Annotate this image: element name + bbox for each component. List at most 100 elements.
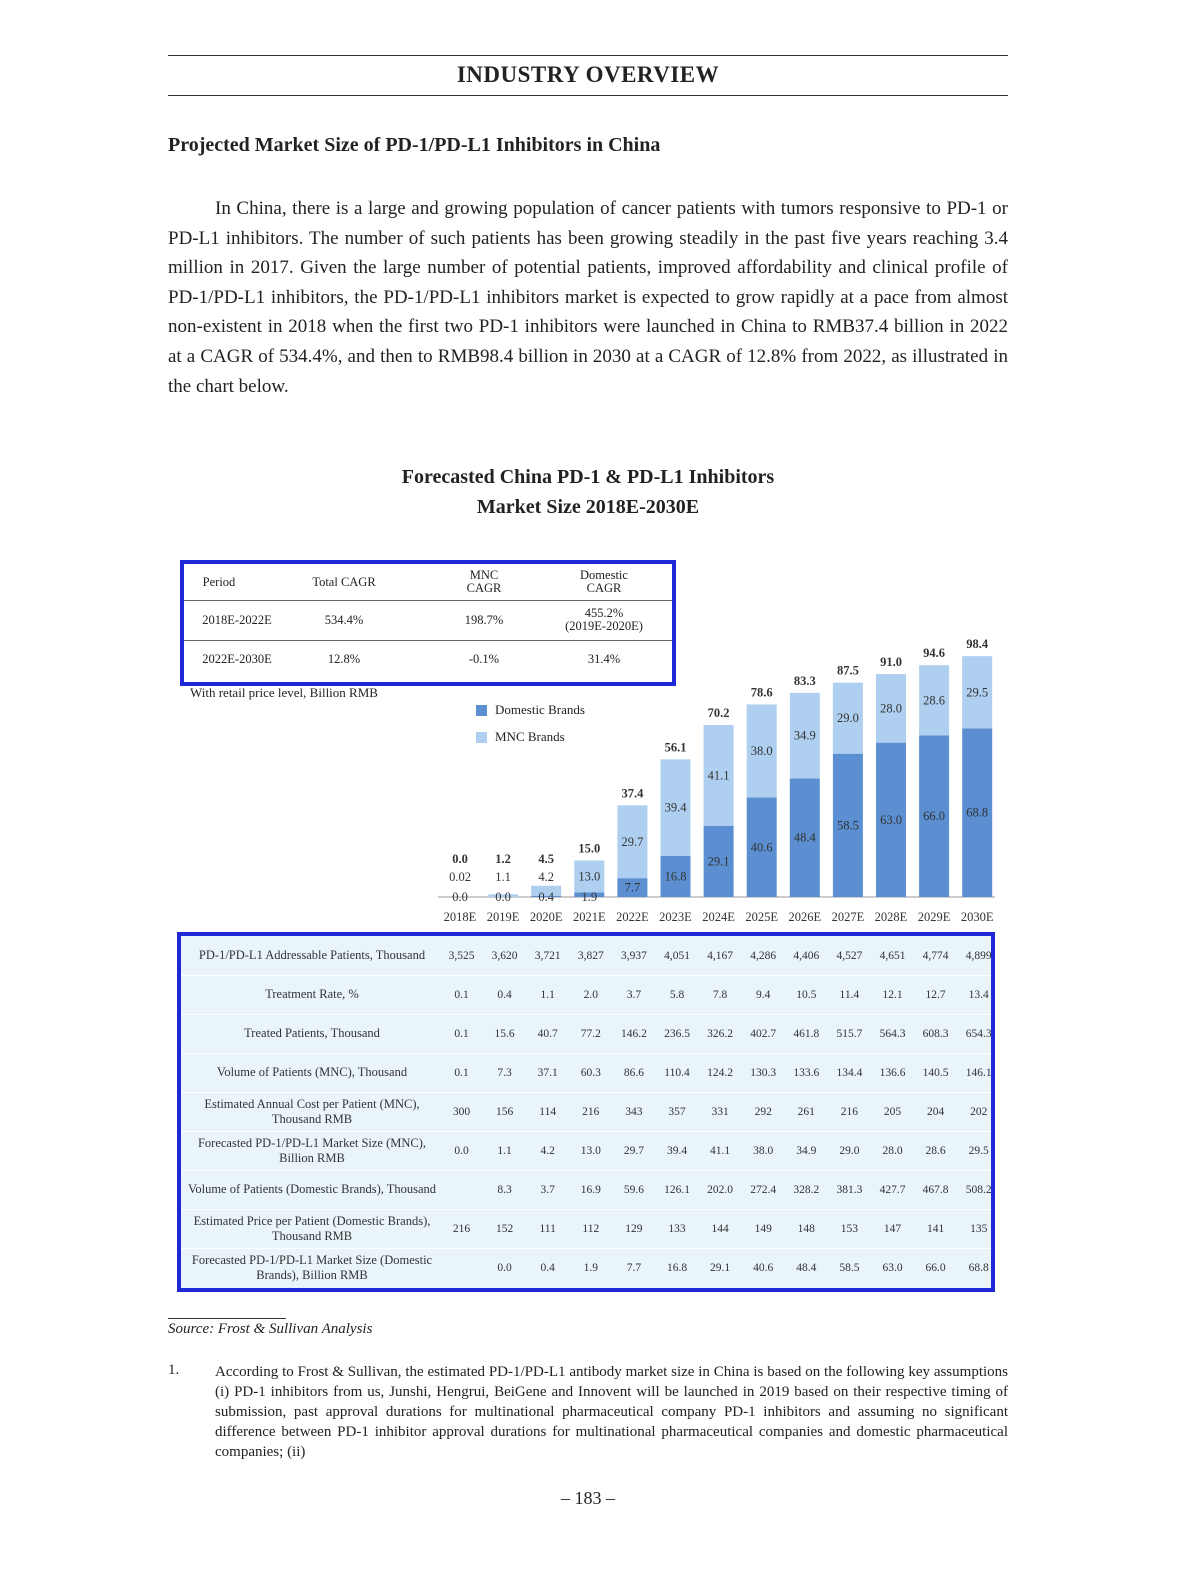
data-table-cell: 1.9 — [583, 1261, 598, 1274]
data-table-cell: 216 — [582, 1105, 600, 1118]
cagr-header-domestic: Domestic CAGR — [580, 568, 628, 595]
data-table-cell: 147 — [883, 1222, 902, 1235]
data-table-cell: 261 — [797, 1105, 815, 1118]
data-table-cell: 146.1 — [965, 1066, 992, 1079]
data-table-cell: 272.4 — [750, 1183, 777, 1196]
data-table-cell: 144 — [711, 1222, 729, 1235]
bar-mnc — [789, 692, 820, 779]
x-tick-label: 2022E — [616, 910, 649, 924]
data-table-cell: 29.1 — [710, 1261, 731, 1274]
data-table-cell: 130.3 — [750, 1066, 777, 1079]
data-label-domestic: 1.9 — [581, 890, 597, 904]
data-table-cell: 0.4 — [540, 1261, 555, 1274]
data-table-cell: 29.5 — [968, 1144, 989, 1157]
data-table-cell: 15.6 — [494, 1027, 515, 1040]
data-table-row-label: Volume of Patients (MNC), Thousand — [216, 1065, 408, 1079]
data-table-cell: 16.9 — [580, 1183, 601, 1196]
data-table-cell: 136.6 — [879, 1066, 906, 1079]
data-table-cell: 39.4 — [666, 1144, 688, 1157]
data-table-cell: 135 — [970, 1222, 988, 1235]
data-table-row-label: Treatment Rate, % — [265, 987, 359, 1001]
data-label-total: 4.5 — [538, 852, 554, 866]
data-table-cell: 8.3 — [497, 1183, 512, 1196]
bar-mnc — [660, 759, 691, 856]
data-table-cell: 1.1 — [540, 988, 555, 1001]
data-label-mnc: 0.02 — [449, 870, 471, 884]
data-table-cell: 34.9 — [796, 1144, 817, 1157]
data-table-cell: 12.7 — [925, 988, 946, 1001]
data-table-cell: 0.4 — [497, 988, 512, 1001]
page-header-title: INDUSTRY OVERVIEW — [456, 62, 720, 87]
data-table-cell: 0.0 — [497, 1261, 512, 1274]
data-table-cell: 4,051 — [664, 949, 690, 962]
data-table-row: Estimated Annual Cost per Patient (MNC),… — [181, 1092, 991, 1131]
data-label-domestic: 58.5 — [837, 818, 859, 832]
data-table-cell: 4,286 — [750, 949, 777, 962]
data-table-cell: 3,620 — [491, 949, 518, 962]
data-table-cell: 141 — [926, 1222, 945, 1235]
data-table-cell: 4,406 — [793, 949, 820, 962]
data-table-separator — [181, 1209, 991, 1210]
data-table-cell: 3,937 — [620, 949, 647, 962]
data-table-cell: 9.4 — [756, 988, 771, 1001]
data-table-row: Volume of Patients (Domestic Brands), Th… — [181, 1170, 992, 1209]
x-tick-label: 2020E — [530, 910, 563, 924]
data-label-mnc: 39.4 — [665, 801, 688, 815]
bar-domestic — [574, 892, 605, 897]
data-table-cell — [440, 1248, 483, 1287]
data-table-cell: 40.7 — [537, 1027, 558, 1040]
cagr-mnc: 198.7% — [464, 612, 504, 627]
data-table-cell: 124.2 — [707, 1066, 734, 1079]
data-table-cell: 515.7 — [836, 1027, 863, 1040]
bar-mnc — [832, 682, 863, 754]
data-table-cell: 608.3 — [922, 1027, 949, 1040]
bar-domestic — [703, 825, 734, 897]
data-table-separator — [181, 1248, 991, 1249]
cagr-header-mnc: MNC CAGR — [466, 568, 502, 595]
data-table-cell: 467.8 — [922, 1183, 949, 1196]
data-table-cell: 461.8 — [793, 1027, 820, 1040]
data-label-domestic: 66.0 — [923, 809, 945, 823]
data-table-cell: 3.7 — [626, 988, 642, 1001]
data-table-cell: 156 — [495, 1105, 514, 1118]
legend-label-domestic: Domestic Brands — [495, 702, 585, 717]
cagr-header-total: Total CAGR — [312, 574, 376, 589]
data-table-cell: 134.4 — [836, 1066, 863, 1079]
cagr-header-row: Period Total CAGR MNC CAGR Domestic CAGR — [184, 564, 672, 601]
data-table-cell: 40.6 — [753, 1261, 774, 1274]
cagr-total: 12.8% — [327, 651, 361, 666]
data-table-cell: 153 — [840, 1222, 859, 1235]
cagr-summary-table: Period Total CAGR MNC CAGR Domestic CAGR… — [180, 560, 676, 686]
bar-domestic — [531, 896, 562, 897]
data-label-mnc: 4.2 — [538, 870, 554, 884]
data-table-cell: 148 — [797, 1222, 815, 1235]
data-table-cell: 60.3 — [580, 1066, 601, 1079]
data-label-domestic: 63.0 — [880, 813, 902, 827]
footnote-number: 1. — [168, 1362, 180, 1378]
data-label-total: 70.2 — [708, 706, 730, 720]
data-label-mnc: 28.0 — [880, 701, 902, 715]
data-table-cell: 29.7 — [623, 1144, 644, 1157]
data-table-cell: 133.6 — [793, 1066, 820, 1079]
data-table-cell: 4,651 — [879, 949, 906, 962]
data-table-cell: 10.5 — [796, 988, 817, 1001]
data-table-row-label: Volume of Patients (Domestic Brands), Th… — [187, 1182, 437, 1196]
page-number: – 183 – — [561, 1488, 615, 1508]
cagr-domestic-value: 455.2% — [584, 606, 624, 620]
data-table-cell: 0.1 — [454, 1027, 469, 1040]
bar-mnc — [919, 665, 950, 736]
data-table-separator — [181, 1053, 991, 1054]
x-tick-label: 2019E — [487, 910, 520, 924]
data-label-mnc: 1.1 — [495, 870, 511, 884]
data-label-domestic: 0.0 — [452, 890, 468, 904]
data-table-cell: 68.8 — [968, 1261, 989, 1274]
data-table-separator — [181, 975, 991, 976]
data-table-cell: 110.4 — [664, 1066, 690, 1079]
data-label-domestic: 0.0 — [495, 890, 511, 904]
cagr-period: 2022E-2030E — [202, 651, 272, 666]
legend-domestic: Domestic Brands — [476, 702, 585, 718]
data-label-mnc: 28.6 — [923, 693, 945, 707]
cagr-domestic: 31.4% — [587, 651, 621, 666]
bar-domestic — [746, 797, 777, 897]
bar-mnc — [746, 704, 777, 798]
